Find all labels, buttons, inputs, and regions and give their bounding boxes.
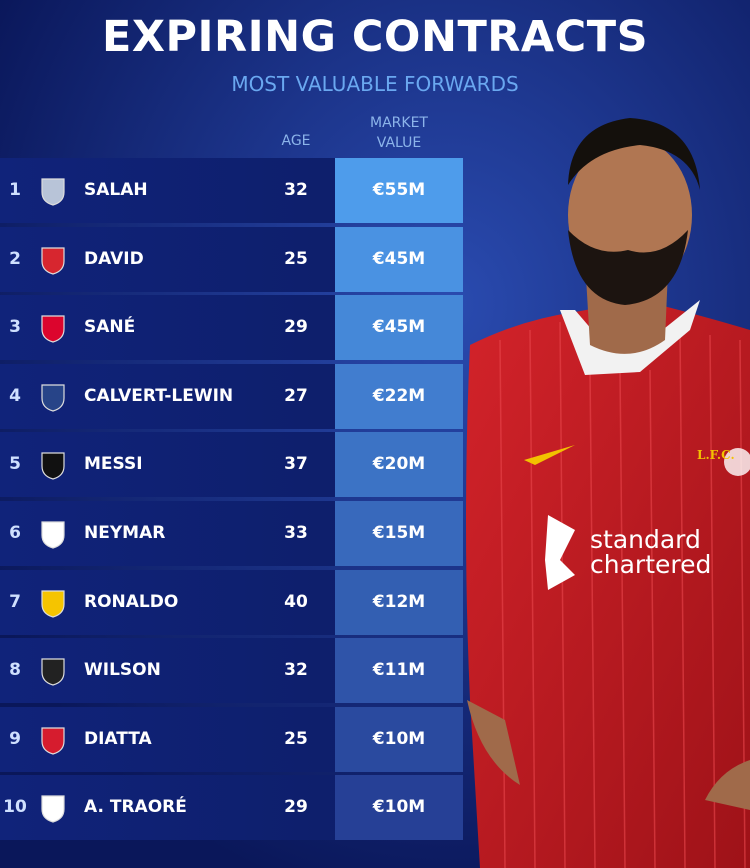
sponsor: standard chartered <box>590 527 711 577</box>
club-logo <box>41 315 65 343</box>
market-value: €12M <box>335 569 463 635</box>
age: 25 <box>284 728 308 749</box>
player-name: DIATTA <box>84 728 152 749</box>
player-name: SANÉ <box>84 317 136 338</box>
player-name: DAVID <box>84 248 144 269</box>
player-photo <box>466 118 750 868</box>
club-logo <box>41 589 65 618</box>
market-value: €10M <box>335 775 463 841</box>
table-row: 6 NEYMAR 33 €15M <box>0 501 463 566</box>
club-logo <box>41 521 65 549</box>
age: 29 <box>284 797 308 818</box>
age: 27 <box>284 385 308 406</box>
table-row: 2 DAVID 25 €45M <box>0 226 463 292</box>
market-value: €22M <box>335 363 463 429</box>
rank: 6 <box>9 523 21 543</box>
table-row: 7 RONALDO 40 €12M <box>0 569 463 635</box>
market-value: €10M <box>335 706 463 772</box>
player-name: NEYMAR <box>84 523 166 543</box>
player-name: SALAH <box>84 180 148 200</box>
player-name: MESSI <box>84 454 143 475</box>
table-row: 3 SANÉ 29 €45M <box>0 295 463 361</box>
player-name: CALVERT-LEWIN <box>84 385 234 406</box>
table-row: 1 SALAH 32 €55M <box>0 158 463 223</box>
player-name: WILSON <box>84 660 161 681</box>
rank: 5 <box>9 454 21 475</box>
market-value: €55M <box>335 158 463 223</box>
table-row: 8 WILSON 32 €11M <box>0 638 463 704</box>
club-logo <box>41 658 65 686</box>
market-value: €45M <box>335 226 463 292</box>
rank: 10 <box>3 797 27 818</box>
rank: 4 <box>9 385 21 406</box>
market-value: €11M <box>335 638 463 704</box>
table-row: 4 CALVERT-LEWIN 27 €22M <box>0 363 463 429</box>
player-name: RONALDO <box>84 591 179 612</box>
value-header: MARKET VALUE <box>370 115 428 151</box>
table-row: 5 MESSI 37 €20M <box>0 432 463 498</box>
market-value: €20M <box>335 432 463 498</box>
player-name: A. TRAORÉ <box>84 797 187 818</box>
table-row: 9 DIATTA 25 €10M <box>0 706 463 772</box>
age: 33 <box>284 523 308 543</box>
title: EXPIRING CONTRACTS <box>101 12 649 62</box>
subtitle: MOST VALUABLE FORWARDS <box>231 72 519 96</box>
club-logo <box>41 384 65 412</box>
age: 32 <box>284 660 308 681</box>
club-logo <box>41 246 65 275</box>
age: 32 <box>284 180 308 200</box>
club-logo <box>41 178 65 206</box>
rank: 3 <box>9 317 21 338</box>
club-logo <box>41 795 65 824</box>
age: 25 <box>284 248 308 269</box>
crest-text: L.F.C. <box>697 448 735 462</box>
rank: 9 <box>9 728 21 749</box>
age-header: AGE <box>281 133 311 149</box>
club-logo <box>41 727 65 755</box>
market-value: €15M <box>335 501 463 566</box>
market-value: €45M <box>335 295 463 361</box>
rank: 7 <box>9 591 21 612</box>
sponsor-line: standard <box>590 525 701 554</box>
rank: 1 <box>9 180 21 200</box>
rank: 8 <box>9 660 21 681</box>
sponsor-line: chartered <box>590 550 712 579</box>
club-logo <box>41 452 65 481</box>
age: 29 <box>284 317 308 338</box>
table-row: 10 A. TRAORÉ 29 €10M <box>0 775 463 841</box>
age: 37 <box>284 454 308 475</box>
age: 40 <box>284 591 308 612</box>
rank: 2 <box>9 248 21 269</box>
